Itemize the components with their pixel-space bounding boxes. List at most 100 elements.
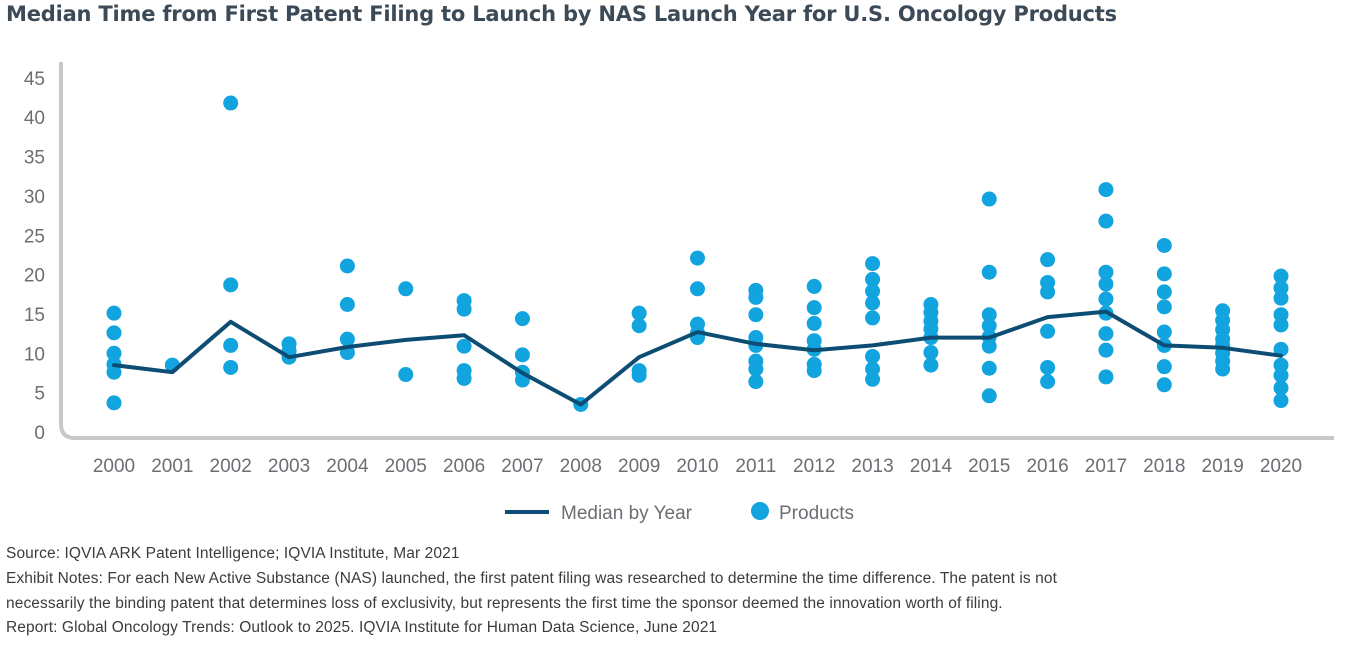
- product-point: [106, 345, 122, 361]
- product-point: [806, 315, 822, 331]
- product-point: [106, 395, 122, 411]
- product-point: [631, 305, 647, 321]
- y-tick-label: 5: [34, 384, 45, 405]
- product-point: [1273, 367, 1289, 383]
- x-tick-label: 2004: [326, 456, 369, 477]
- median-line: [112, 309, 1283, 407]
- product-point: [339, 258, 355, 274]
- product-point: [1215, 361, 1231, 377]
- axis-frame: [59, 62, 1334, 440]
- x-tick-label: 2018: [1143, 456, 1185, 477]
- product-point: [923, 345, 939, 361]
- x-tick-label: 2008: [560, 456, 602, 477]
- product-point: [1156, 266, 1172, 282]
- report-note: Report: Global Oncology Trends: Outlook …: [6, 619, 718, 636]
- legend-products-swatch: [751, 502, 769, 520]
- product-point: [1098, 276, 1114, 292]
- product-point: [1273, 317, 1289, 333]
- product-point: [981, 307, 997, 323]
- product-point: [1040, 284, 1056, 300]
- product-point: [398, 281, 414, 297]
- y-axis-ticks: 0 5 10 15 20 25 30 35 40 45: [24, 69, 45, 444]
- product-point: [806, 363, 822, 379]
- product-point: [865, 295, 881, 311]
- product-point: [1273, 380, 1289, 396]
- product-point: [865, 310, 881, 326]
- product-point: [1273, 341, 1289, 357]
- product-points: [106, 95, 1289, 412]
- product-point: [1040, 359, 1056, 375]
- x-tick-label: 2005: [385, 456, 427, 477]
- product-point: [1156, 377, 1172, 393]
- product-point: [748, 361, 764, 377]
- product-point: [1156, 299, 1172, 315]
- y-tick-label: 0: [34, 423, 45, 444]
- y-tick-label: 35: [24, 148, 45, 169]
- product-point: [1098, 342, 1114, 358]
- product-point: [1156, 237, 1172, 253]
- x-tick-label: 2007: [501, 456, 543, 477]
- product-point: [748, 307, 764, 323]
- y-tick-label: 30: [24, 187, 45, 208]
- y-tick-label: 45: [24, 69, 45, 90]
- product-point: [1098, 291, 1114, 307]
- product-point: [1156, 284, 1172, 300]
- x-tick-label: 2016: [1026, 456, 1068, 477]
- exhibit-notes-line-2: necessarily the binding patent that dete…: [6, 595, 1003, 612]
- x-tick-label: 2019: [1202, 456, 1244, 477]
- product-point: [1040, 252, 1056, 268]
- x-tick-label: 2013: [851, 456, 893, 477]
- product-point: [339, 297, 355, 313]
- y-tick-label: 15: [24, 305, 45, 326]
- x-tick-label: 2000: [93, 456, 135, 477]
- y-tick-label: 20: [24, 266, 45, 287]
- product-point: [223, 359, 239, 375]
- product-point: [631, 367, 647, 383]
- product-point: [981, 191, 997, 207]
- x-tick-label: 2010: [676, 456, 718, 477]
- product-point: [748, 289, 764, 305]
- x-tick-label: 2001: [151, 456, 193, 477]
- product-point: [748, 374, 764, 390]
- product-point: [865, 283, 881, 299]
- product-point: [456, 338, 472, 354]
- source-note: Source: IQVIA ARK Patent Intelligence; I…: [6, 545, 460, 562]
- legend-products-label: Products: [779, 503, 854, 524]
- x-tick-label: 2002: [210, 456, 252, 477]
- product-point: [223, 95, 239, 111]
- product-point: [981, 360, 997, 376]
- product-point: [923, 357, 939, 373]
- product-point: [865, 271, 881, 287]
- product-point: [981, 264, 997, 280]
- product-point: [690, 250, 705, 266]
- x-tick-label: 2012: [793, 456, 835, 477]
- product-point: [1040, 323, 1056, 339]
- product-point: [1098, 369, 1114, 385]
- product-point: [456, 301, 472, 317]
- legend: Median by Year Products: [505, 502, 854, 524]
- product-point: [514, 311, 530, 327]
- product-point: [106, 364, 122, 380]
- product-point: [398, 367, 414, 383]
- product-point: [106, 305, 122, 321]
- product-point: [1156, 359, 1172, 375]
- x-tick-label: 2020: [1260, 456, 1302, 477]
- product-point: [981, 388, 997, 404]
- product-point: [981, 318, 997, 334]
- product-point: [1098, 326, 1114, 342]
- product-point: [1098, 213, 1114, 229]
- y-tick-label: 10: [24, 344, 45, 365]
- product-point: [865, 348, 881, 364]
- product-point: [981, 338, 997, 354]
- product-point: [223, 277, 239, 293]
- product-point: [339, 331, 355, 347]
- product-point: [1098, 264, 1114, 280]
- product-point: [1040, 374, 1056, 390]
- product-point: [106, 325, 122, 341]
- x-tick-label: 2014: [910, 456, 953, 477]
- median-line-group: [112, 309, 1283, 407]
- product-point: [1273, 268, 1289, 284]
- product-point: [514, 347, 530, 363]
- x-tick-label: 2009: [618, 456, 660, 477]
